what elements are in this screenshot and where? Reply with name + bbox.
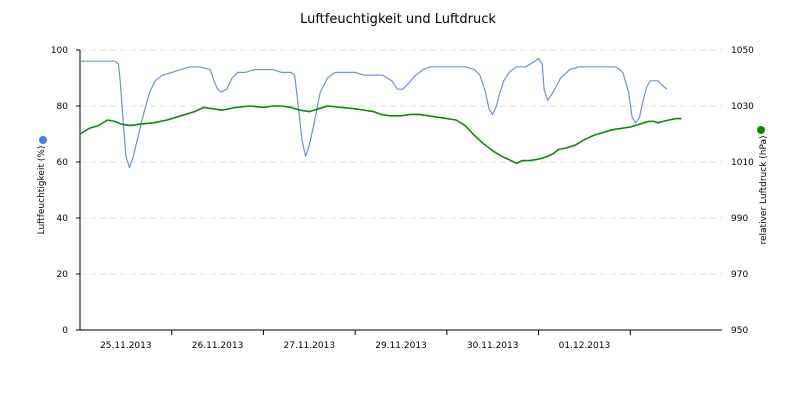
y-left-tick-label: 80 [57, 102, 69, 112]
x-tick-label: 25.11.2013 [100, 341, 152, 351]
series [79, 57, 682, 169]
series-line-humidity [80, 57, 668, 169]
y-right-tick-label: 1030 [731, 102, 754, 112]
y-right-tick-label: 990 [731, 214, 748, 224]
x-axis-ticks: 25.11.2013 26.11.2013 27.11.2013 29.11.2013… [100, 330, 631, 351]
y-left-tick-label: 20 [57, 270, 69, 280]
y-axis-right-title: relativer Luftdruck (hPa) [759, 135, 769, 244]
y-right-tick-label: 1050 [731, 46, 754, 56]
x-tick-label: 27.11.2013 [284, 341, 336, 351]
right-axis-series-marker [757, 126, 765, 134]
x-tick-label: 30.11.2013 [467, 341, 519, 351]
series-line-pressure [79, 105, 682, 165]
y-left-tick-label: 0 [62, 326, 68, 336]
x-tick-label: 01.12.2013 [559, 341, 611, 351]
y-left-tick-label: 100 [51, 46, 68, 56]
y-axis-left-ticks: 0 20 40 60 80 100 [51, 46, 80, 336]
x-tick-label: 29.11.2013 [375, 341, 427, 351]
y-left-tick-label: 60 [57, 158, 69, 168]
y-right-tick-label: 970 [731, 270, 748, 280]
left-axis-series-marker [39, 136, 47, 144]
y-left-tick-label: 40 [57, 214, 69, 224]
x-tick-label: 26.11.2013 [192, 341, 244, 351]
grid [80, 49, 722, 275]
y-right-tick-label: 950 [731, 326, 748, 336]
y-axis-right-ticks: 950 970 990 1010 1030 1050 [731, 46, 754, 336]
y-axis-left-title: Luftfeuchtigkeit (%) [37, 146, 47, 235]
chart-title: Luftfeuchtigkeit und Luftdruck [300, 12, 496, 27]
y-right-tick-label: 1010 [731, 158, 754, 168]
axes [79, 50, 722, 331]
